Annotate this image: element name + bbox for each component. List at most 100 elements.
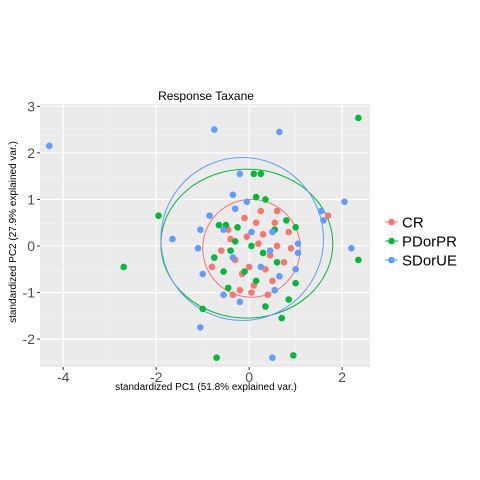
- point-pdorpr: [252, 193, 260, 201]
- point-cr: [245, 263, 253, 271]
- point-pdorpr: [273, 258, 281, 266]
- plot-panel: [40, 104, 370, 367]
- point-sdorue: [276, 272, 283, 280]
- point-sdorue: [243, 198, 251, 206]
- point-sdorue: [220, 226, 227, 233]
- point-pdorpr: [262, 303, 269, 310]
- point-pdorpr: [285, 296, 292, 303]
- point-sdorue: [45, 142, 53, 150]
- point-sdorue: [266, 247, 274, 254]
- point-sdorue: [199, 270, 206, 278]
- point-sdorue: [206, 212, 213, 220]
- point-cr: [280, 258, 288, 266]
- point-sdorue: [269, 354, 276, 361]
- legend-label-cr: CR: [402, 215, 424, 232]
- point-sdorue: [317, 207, 325, 215]
- point-pdorpr: [252, 277, 260, 285]
- point-cr: [273, 242, 281, 250]
- point-sdorue: [276, 128, 283, 136]
- point-pdorpr: [248, 242, 255, 250]
- point-cr: [236, 286, 244, 294]
- data-points: [45, 114, 362, 361]
- point-pdorpr: [210, 254, 218, 261]
- point-pdorpr: [257, 170, 265, 178]
- point-cr: [269, 277, 276, 285]
- point-pdorpr: [155, 212, 162, 220]
- x-tick-label: -4: [57, 369, 70, 385]
- point-sdorue: [197, 226, 204, 233]
- point-sdorue: [271, 286, 279, 294]
- legend-key-point: [388, 256, 395, 264]
- point-sdorue: [236, 170, 244, 178]
- grid-minor: [40, 104, 370, 367]
- point-sdorue: [269, 228, 276, 236]
- point-pdorpr: [227, 247, 234, 254]
- point-cr: [241, 214, 248, 222]
- point-sdorue: [294, 249, 302, 257]
- y-tick-label: 3: [27, 98, 35, 114]
- point-sdorue: [231, 205, 239, 213]
- legend-label-pdorpr: PDorPR: [402, 234, 457, 251]
- y-tick-label: -1: [23, 285, 36, 301]
- ellipse-sdorue: [160, 157, 325, 321]
- point-pdorpr: [262, 196, 269, 203]
- point-sdorue: [248, 228, 255, 236]
- point-sdorue: [210, 126, 218, 133]
- y-tick-label: 2: [27, 145, 35, 161]
- point-cr: [255, 240, 262, 247]
- confidence-ellipses: [160, 157, 334, 321]
- legend-label-sdorue: SDorUE: [402, 253, 457, 270]
- point-pdorpr: [292, 224, 299, 231]
- point-sdorue: [236, 298, 244, 306]
- point-cr: [243, 233, 251, 240]
- point-cr: [264, 291, 272, 299]
- point-sdorue: [194, 245, 202, 252]
- point-cr: [273, 207, 281, 215]
- point-pdorpr: [283, 217, 290, 224]
- legend-key-point: [388, 218, 395, 226]
- grid-major: [40, 104, 370, 367]
- x-tick-label: 0: [245, 369, 253, 385]
- point-pdorpr: [213, 354, 220, 361]
- point-sdorue: [348, 245, 355, 252]
- point-cr: [324, 212, 332, 220]
- point-pdorpr: [292, 279, 299, 287]
- point-cr: [208, 263, 216, 271]
- point-pdorpr: [241, 268, 248, 275]
- point-pdorpr: [234, 224, 241, 231]
- point-sdorue: [294, 240, 302, 247]
- point-pdorpr: [278, 314, 285, 322]
- y-tick-label: 0: [27, 238, 35, 254]
- point-cr: [287, 245, 295, 252]
- point-pdorpr: [355, 114, 362, 122]
- point-pdorpr: [250, 170, 258, 178]
- x-tick-label: -2: [150, 369, 163, 385]
- point-cr: [271, 219, 279, 226]
- point-pdorpr: [231, 238, 239, 245]
- y-tick-label: -2: [23, 331, 36, 347]
- ellipse-cr: [202, 198, 301, 298]
- point-sdorue: [320, 217, 327, 224]
- point-cr: [252, 219, 260, 226]
- x-axis-title: standardized PC1 (51.8% explained var.): [115, 382, 297, 393]
- point-pdorpr: [224, 284, 232, 292]
- point-cr: [217, 247, 225, 254]
- point-sdorue: [257, 263, 265, 271]
- point-pdorpr: [259, 249, 267, 257]
- x-axis-ticks: -4 -2 0 2: [57, 367, 346, 385]
- legend-key-point: [388, 237, 395, 245]
- x-tick-label: 2: [338, 369, 346, 385]
- y-tick-label: 1: [27, 191, 35, 207]
- point-sdorue: [341, 198, 348, 206]
- point-sdorue: [220, 291, 227, 299]
- point-sdorue: [229, 191, 237, 199]
- point-sdorue: [292, 265, 299, 273]
- point-cr: [257, 207, 265, 215]
- point-cr: [229, 291, 237, 299]
- chart-title: Response Taxane: [158, 89, 254, 103]
- point-pdorpr: [215, 221, 223, 229]
- point-sdorue: [197, 324, 204, 331]
- point-pdorpr: [355, 256, 362, 264]
- y-axis-ticks: -2 -1 0 1 2 3: [23, 98, 40, 347]
